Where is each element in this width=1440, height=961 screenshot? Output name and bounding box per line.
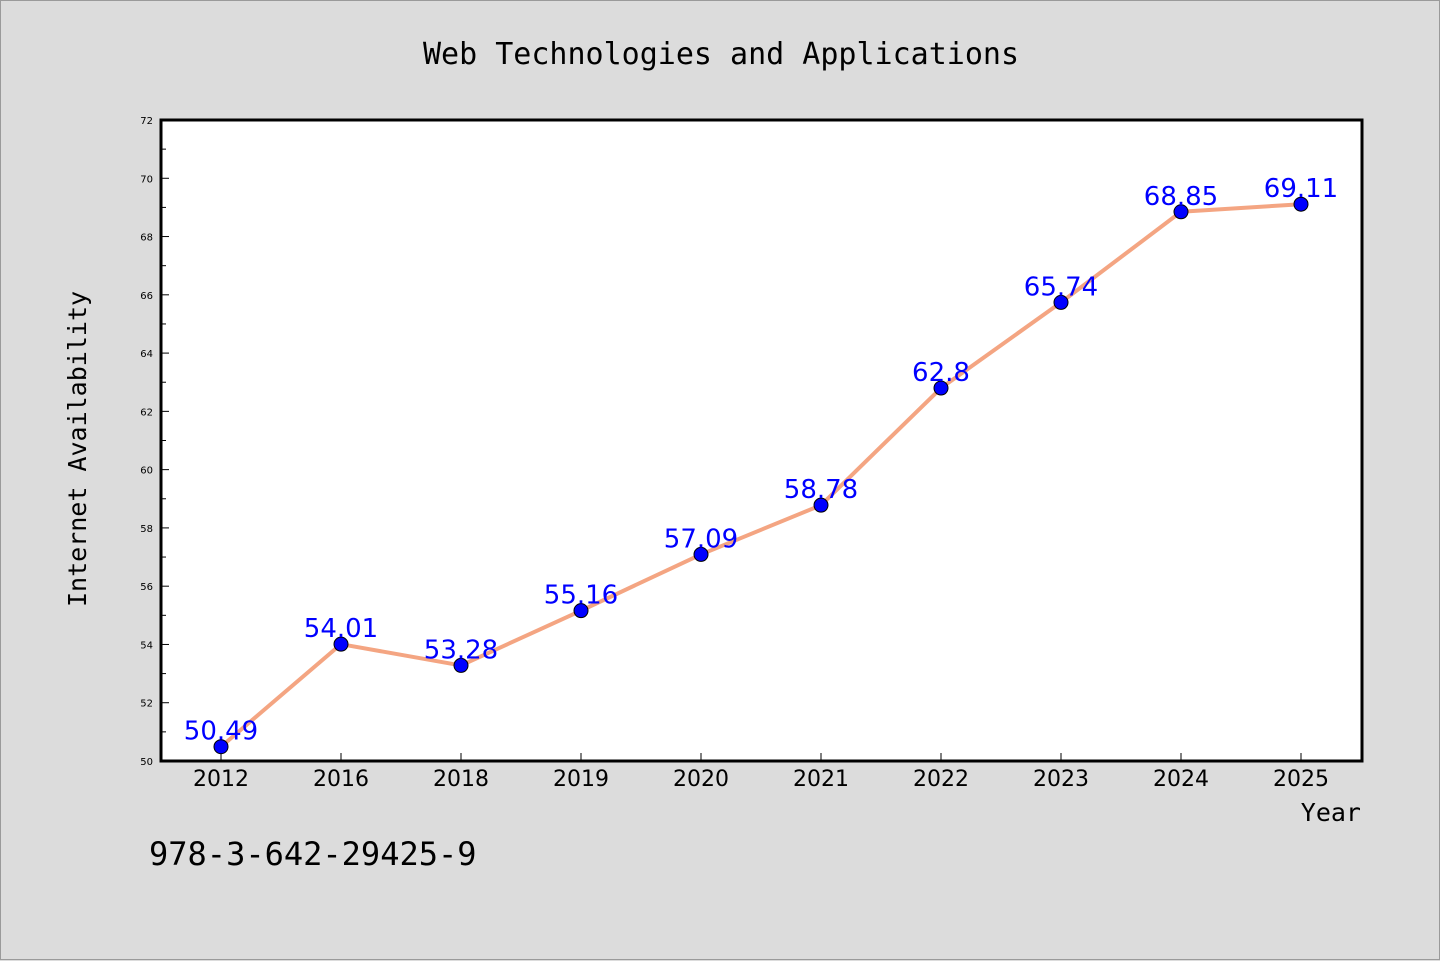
x-tick-label: 2018 [433, 767, 489, 792]
y-tick-label: 56 [140, 582, 153, 593]
x-tick-label: 2025 [1273, 767, 1329, 792]
y-tick-label: 50 [140, 757, 153, 768]
data-point [693, 546, 709, 562]
y-tick-label: 62 [140, 407, 153, 418]
y-tick-label: 66 [140, 291, 153, 302]
series-line [219, 202, 1302, 749]
data-point [453, 657, 469, 673]
data-point [333, 636, 349, 652]
data-label: 69.11 [1264, 174, 1338, 204]
data-label: 53.28 [424, 635, 498, 665]
x-axis-label: Year [1301, 798, 1361, 827]
data-label: 58.78 [784, 475, 858, 505]
x-tick-label: 2020 [673, 767, 729, 792]
data-point [933, 380, 949, 396]
data-label: 55.16 [544, 581, 618, 611]
y-tick-label: 70 [140, 174, 153, 185]
data-markers [213, 196, 1309, 755]
data-labels: 50.49 54.01 53.28 55.16 57.09 58.78 62.8 65.74 6… [184, 174, 1338, 747]
y-tick-label: 72 [140, 116, 153, 127]
data-label: 62.8 [912, 358, 970, 388]
y-tick-label: 54 [140, 640, 153, 651]
data-point [573, 603, 589, 619]
x-tick-label: 2023 [1033, 767, 1089, 792]
data-point [813, 497, 829, 513]
data-label: 65.74 [1024, 272, 1098, 302]
data-label: 68.85 [1144, 182, 1218, 212]
chart-title: Web Technologies and Applications [423, 37, 1019, 72]
y-axis-label: Internet Availability [63, 291, 92, 607]
series-line-group [219, 202, 1302, 749]
x-tick-label: 2021 [793, 767, 849, 792]
x-tick-label: 2016 [313, 767, 369, 792]
isbn-text: 978-3-642-29425-9 [149, 835, 477, 873]
x-tick-label: 2019 [553, 767, 609, 792]
data-label: 54.01 [304, 614, 378, 644]
x-axis: 2012 2016 2018 2019 2020 2021 2022 2023 2024 2025 [193, 753, 1329, 792]
y-tick-label: 64 [140, 349, 153, 360]
y-tick-label: 58 [140, 524, 153, 535]
data-point [1053, 294, 1069, 310]
data-point [213, 739, 229, 755]
y-tick-label: 52 [140, 699, 153, 710]
data-label: 50.49 [184, 717, 258, 747]
y-tick-label: 68 [140, 233, 153, 244]
x-tick-label: 2024 [1153, 767, 1209, 792]
x-tick-label: 2022 [913, 767, 969, 792]
y-tick-label: 60 [140, 466, 153, 477]
data-point [1173, 204, 1189, 220]
data-label: 57.09 [664, 524, 738, 554]
data-point [1293, 196, 1309, 212]
x-tick-label: 2012 [193, 767, 249, 792]
y-axis: 50 52 54 56 58 60 62 64 66 68 70 72 [140, 116, 169, 768]
